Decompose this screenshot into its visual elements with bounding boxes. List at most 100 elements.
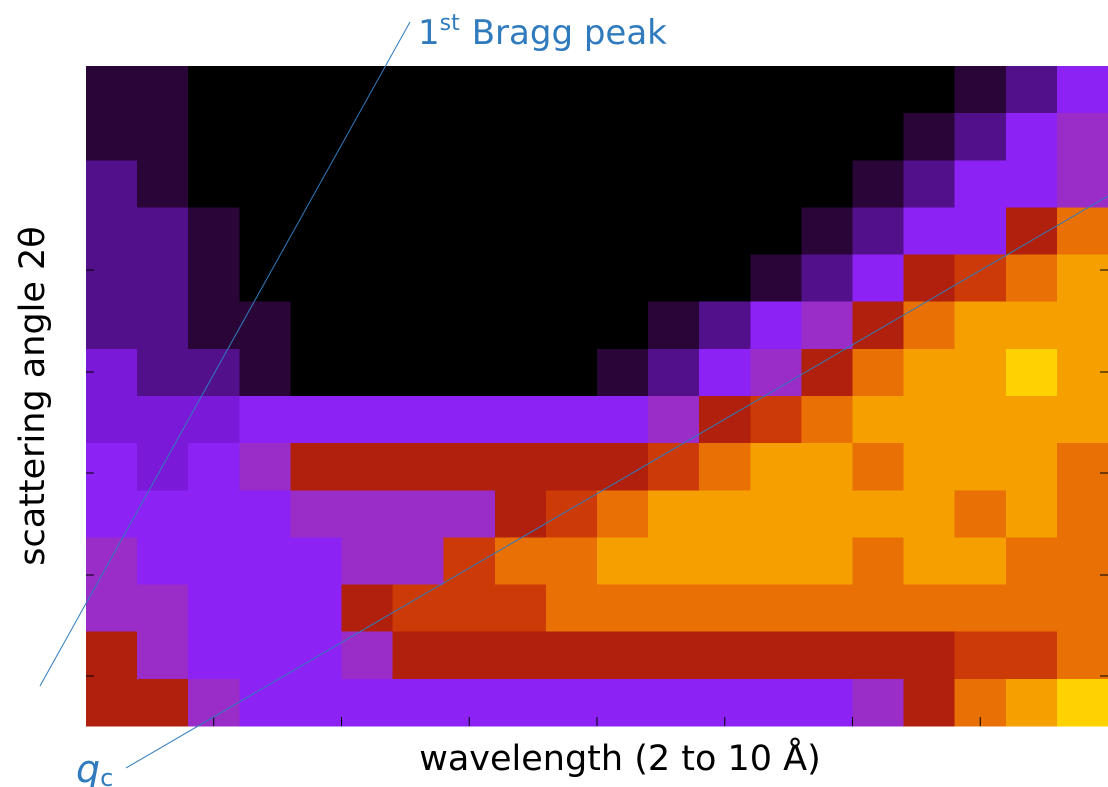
heatmap-cell (239, 490, 291, 539)
heatmap-cell (801, 537, 854, 586)
heatmap-cell (239, 207, 291, 256)
heatmap-cell (903, 207, 956, 256)
heatmap-cell (137, 678, 189, 727)
heatmap-cell (801, 113, 854, 161)
heatmap-cell (86, 396, 138, 444)
heatmap-cell (699, 301, 751, 350)
heatmap-cell (648, 631, 700, 680)
heatmap-cell (137, 396, 189, 444)
heatmap-cell (86, 490, 138, 539)
heatmap-cell (750, 537, 802, 586)
heatmap-cell (1056, 537, 1108, 586)
heatmap-cell (852, 160, 905, 209)
heatmap-cell (1005, 443, 1058, 491)
heatmap-cell (290, 66, 343, 114)
heatmap-cell (597, 443, 649, 491)
heatmap-cell (954, 490, 1007, 539)
heatmap-cell (750, 254, 802, 303)
heatmap-cell (852, 113, 905, 161)
heatmap-cell (341, 631, 394, 680)
annotation-text: st (440, 11, 460, 36)
heatmap-cell (597, 66, 649, 114)
heatmap-cell (699, 631, 751, 680)
heatmap-cell (801, 348, 854, 397)
heatmap-cell (597, 678, 649, 727)
heatmap-cell (597, 301, 649, 350)
heatmap-cell (1056, 678, 1108, 727)
heatmap-cell (1005, 66, 1058, 114)
heatmap-cell (341, 537, 394, 586)
heatmap-cell (494, 207, 547, 256)
heatmap-cell (290, 160, 343, 209)
heatmap-cell (750, 113, 802, 161)
heatmap-cell (86, 584, 138, 633)
heatmap-cell (290, 301, 343, 350)
heatmap-cell (750, 66, 802, 114)
heatmap-cell (341, 66, 394, 114)
critical-line (125, 195, 1108, 769)
heatmap-cell (290, 254, 343, 303)
heatmap-cell (443, 113, 496, 161)
heatmap-cell (392, 490, 445, 539)
heatmap-cell (903, 254, 956, 303)
heatmap-cell (648, 207, 700, 256)
x-axis-label: wavelength (2 to 10 Å) (419, 736, 821, 779)
heatmap-cell (494, 490, 547, 539)
heatmap-cell (494, 443, 547, 491)
heatmap-cell (597, 537, 649, 586)
heatmap-cell (954, 66, 1007, 114)
ticks (86, 269, 1108, 726)
heatmap-cell (903, 396, 956, 444)
heatmap-cell (801, 254, 854, 303)
heatmap-cell (86, 537, 138, 586)
heatmap-cell (86, 113, 138, 161)
heatmap-cell (750, 207, 802, 256)
heatmap-cell (597, 254, 649, 303)
annotation-text: Bragg peak (472, 13, 667, 53)
heatmap-cell (188, 113, 240, 161)
heatmap-cell (648, 254, 700, 303)
heatmap-cell (290, 537, 343, 586)
heatmap-cell (443, 584, 496, 633)
heatmap-cell (545, 207, 598, 256)
heatmap-cell (648, 348, 700, 397)
heatmap-cell (443, 443, 496, 491)
heatmap-cell (954, 160, 1007, 209)
heatmap-cell (341, 207, 394, 256)
heatmap-cell (86, 678, 138, 727)
heatmap-cell (903, 66, 956, 114)
heatmap-cell (954, 113, 1007, 161)
heatmap-cell (86, 160, 138, 209)
heatmap-cell (1056, 490, 1108, 539)
heatmap-cell (188, 254, 240, 303)
heatmap-cell (137, 160, 189, 209)
heatmap-cell (545, 631, 598, 680)
heatmap-cell (954, 348, 1007, 397)
heatmap-cell (188, 396, 240, 444)
heatmap-cell (290, 631, 343, 680)
heatmap-cell (1005, 348, 1058, 397)
heatmap-cell (801, 584, 854, 633)
heatmap-cell (137, 113, 189, 161)
heatmap-cell (239, 584, 291, 633)
heatmap-cell (954, 396, 1007, 444)
heatmap-cell (188, 301, 240, 350)
heatmap-cell (699, 207, 751, 256)
heatmap-cell (852, 207, 905, 256)
heatmap-cell (903, 631, 956, 680)
heatmap-cell (392, 443, 445, 491)
heatmap-cell (648, 537, 700, 586)
heatmap-cell (545, 160, 598, 209)
heatmap-cell (341, 443, 394, 491)
heatmap-cell (494, 678, 547, 727)
heatmap-cell (903, 490, 956, 539)
heatmap-cell (86, 66, 138, 114)
heatmap-cell (597, 631, 649, 680)
heatmap-cell (1056, 443, 1108, 491)
heatmap-cell (494, 113, 547, 161)
heatmap-cell (903, 584, 956, 633)
heatmap-cell (699, 348, 751, 397)
heatmap-cell (1056, 631, 1108, 680)
heatmap-cell (545, 537, 598, 586)
heatmap-cell (137, 443, 189, 491)
